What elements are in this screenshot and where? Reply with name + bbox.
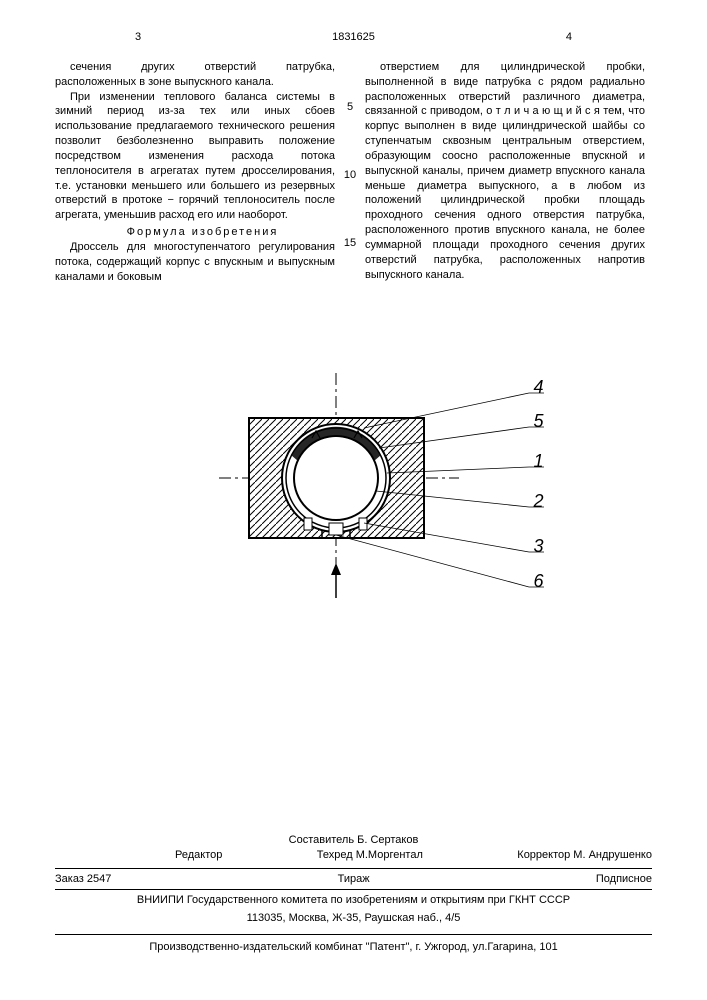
label-3: 3 (534, 534, 544, 558)
subscription: Подписное (596, 872, 652, 887)
right-column: отверстием для цилиндрической пробки, вы… (365, 60, 645, 304)
editor: Редактор (175, 848, 222, 863)
left-p2: При изменении теплового баланса системы … (55, 90, 335, 224)
org-line1: ВНИИПИ Государственного комитета по изоб… (55, 893, 652, 908)
label-4: 4 (534, 375, 544, 399)
figure-svg (164, 363, 544, 613)
publisher: Производственно-издательский комбинат "П… (55, 934, 652, 955)
footer-order-row: Заказ 2547 Тираж Подписное (55, 868, 652, 891)
page-num-right: 4 (566, 30, 572, 45)
label-6: 6 (534, 569, 544, 593)
header: 3 1831625 4 (55, 30, 652, 45)
line-markers: 5 10 15 (340, 60, 360, 304)
technical-figure: 4 5 1 2 3 6 (164, 363, 544, 613)
document-id: 1831625 (141, 30, 566, 45)
left-column: сечения других отверстий патрубка, распо… (55, 60, 335, 304)
tirazh: Тираж (338, 872, 370, 887)
techred: Техред М.Моргентал (317, 848, 423, 863)
text-columns: сечения других отверстий патрубка, распо… (55, 60, 652, 304)
line-marker: 10 (344, 168, 356, 183)
label-2: 2 (534, 489, 544, 513)
order: Заказ 2547 (55, 872, 111, 887)
label-1: 1 (534, 449, 544, 473)
left-p3: Дроссель для многоступенчатого регулиров… (55, 240, 335, 285)
formula-title: Формула изобретения (55, 225, 335, 240)
line-marker: 15 (344, 236, 356, 251)
org-line2: 113035, Москва, Ж-35, Раушская наб., 4/5 (55, 911, 652, 926)
right-p1: отверстием для цилиндрической пробки, вы… (365, 60, 645, 283)
compiler: Составитель Б. Сертаков (55, 833, 652, 848)
corrector: Корректор М. Андрушенко (517, 848, 652, 863)
footer-credits: Редактор Техред М.Моргентал Корректор М.… (175, 848, 652, 863)
left-p1: сечения других отверстий патрубка, распо… (55, 60, 335, 90)
line-marker: 5 (347, 100, 353, 115)
figure-container: 4 5 1 2 3 6 (55, 363, 652, 613)
footer: Составитель Б. Сертаков Редактор Техред … (55, 833, 652, 955)
label-5: 5 (534, 409, 544, 433)
